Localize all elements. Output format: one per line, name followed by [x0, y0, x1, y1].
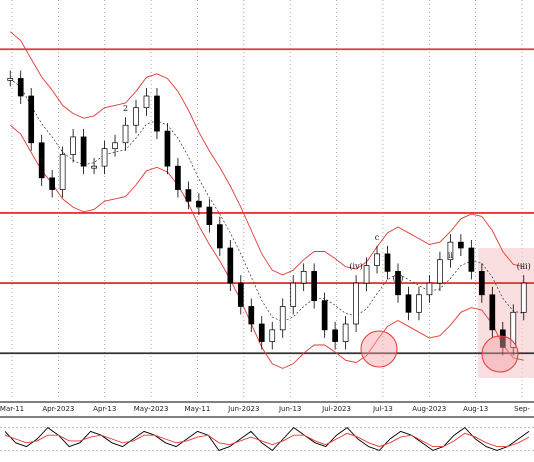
candle-body — [70, 136, 76, 155]
candle-body — [363, 265, 370, 284]
x-tick-label: May-11 — [185, 405, 211, 413]
candle-body — [426, 282, 433, 296]
candles — [7, 70, 527, 356]
candle-body — [458, 241, 464, 249]
candle-body — [133, 107, 139, 126]
candle-body — [489, 294, 496, 331]
grid — [11, 0, 523, 400]
x-tick-label: Apr-13 — [93, 405, 116, 413]
wave-label: (iii) — [517, 262, 531, 271]
candle-body — [520, 282, 527, 313]
candle-body — [101, 148, 108, 167]
candle-body — [384, 253, 391, 272]
x-tick-label: Jul-2023 — [321, 405, 351, 413]
upper-band — [9, 31, 524, 276]
x-tick-label: Jun-2023 — [227, 405, 259, 413]
candle-body — [374, 253, 380, 266]
bollinger-bands — [9, 31, 524, 369]
highlight-circle — [360, 330, 398, 368]
candle-body — [185, 189, 192, 202]
candle-body — [311, 271, 318, 301]
x-tick-label: May-2023 — [134, 405, 169, 413]
oscillator-k-line — [4, 427, 530, 451]
candle-body — [447, 241, 454, 261]
x-tick-label: Apr-2023 — [42, 405, 74, 413]
oscillator-panel — [0, 427, 534, 451]
candle-body — [91, 165, 97, 169]
candle-body — [321, 300, 328, 331]
candle-body — [416, 294, 422, 313]
candle-body — [478, 271, 485, 296]
candle-body — [28, 95, 35, 144]
candle-body — [7, 78, 14, 81]
candle-body — [17, 78, 24, 97]
candle-body — [332, 329, 338, 342]
candle-body — [353, 282, 359, 325]
candle-body — [80, 136, 87, 167]
candle-body — [499, 329, 506, 348]
candle-body — [112, 142, 118, 149]
wave-labels: 1 2 c (iv) (v) ii (iii) — [39, 104, 531, 283]
wave-label: (iv) — [349, 262, 362, 271]
x-tick-label: Aug-2023 — [412, 405, 446, 413]
candle-body — [164, 130, 171, 167]
candle-body — [405, 294, 412, 313]
x-axis-ticks: Mar-11 Apr-2023 Apr-13 May-2023 May-11 Jun-20… — [0, 405, 530, 413]
wave-label: 2 — [123, 104, 128, 113]
wave-label: ii — [448, 251, 454, 260]
x-tick-label: Sep- — [514, 405, 530, 413]
candle-body — [279, 306, 286, 331]
candle-body — [468, 247, 475, 272]
candle-body — [206, 206, 213, 225]
oscillator-d-line — [4, 432, 530, 448]
x-tick-label: Jun-13 — [278, 405, 301, 413]
candle-body — [510, 311, 517, 348]
candle-body — [237, 282, 244, 307]
horizontal-levels — [0, 48, 534, 355]
candle-body — [395, 271, 401, 296]
candle-body — [437, 259, 443, 284]
lower-band — [9, 124, 524, 369]
candle-body — [216, 224, 223, 249]
x-tick-label: Mar-11 — [0, 405, 24, 413]
candle-body — [122, 124, 129, 144]
wave-label: c — [375, 233, 380, 242]
wave-label: (v) — [393, 274, 404, 283]
candle-body — [290, 282, 297, 307]
candle-body — [300, 271, 307, 284]
candle-body — [49, 177, 56, 190]
candle-body — [175, 165, 181, 190]
x-tick-label: Jul-13 — [372, 405, 393, 413]
candle-body — [248, 306, 255, 325]
candle-body — [227, 247, 234, 284]
x-tick-label: Aug-13 — [463, 405, 488, 413]
highlight-circle — [481, 335, 519, 373]
candle-body — [154, 95, 160, 132]
candle-body — [59, 154, 66, 190]
candle-body — [143, 95, 150, 109]
forecast-zone — [478, 248, 534, 378]
candle-body — [38, 142, 45, 179]
candle-body — [342, 323, 349, 342]
wave-label: 1 — [39, 157, 44, 166]
candle-body — [258, 323, 265, 342]
candle-body — [269, 329, 276, 342]
candle-body — [196, 200, 202, 208]
middle-band — [9, 78, 524, 323]
